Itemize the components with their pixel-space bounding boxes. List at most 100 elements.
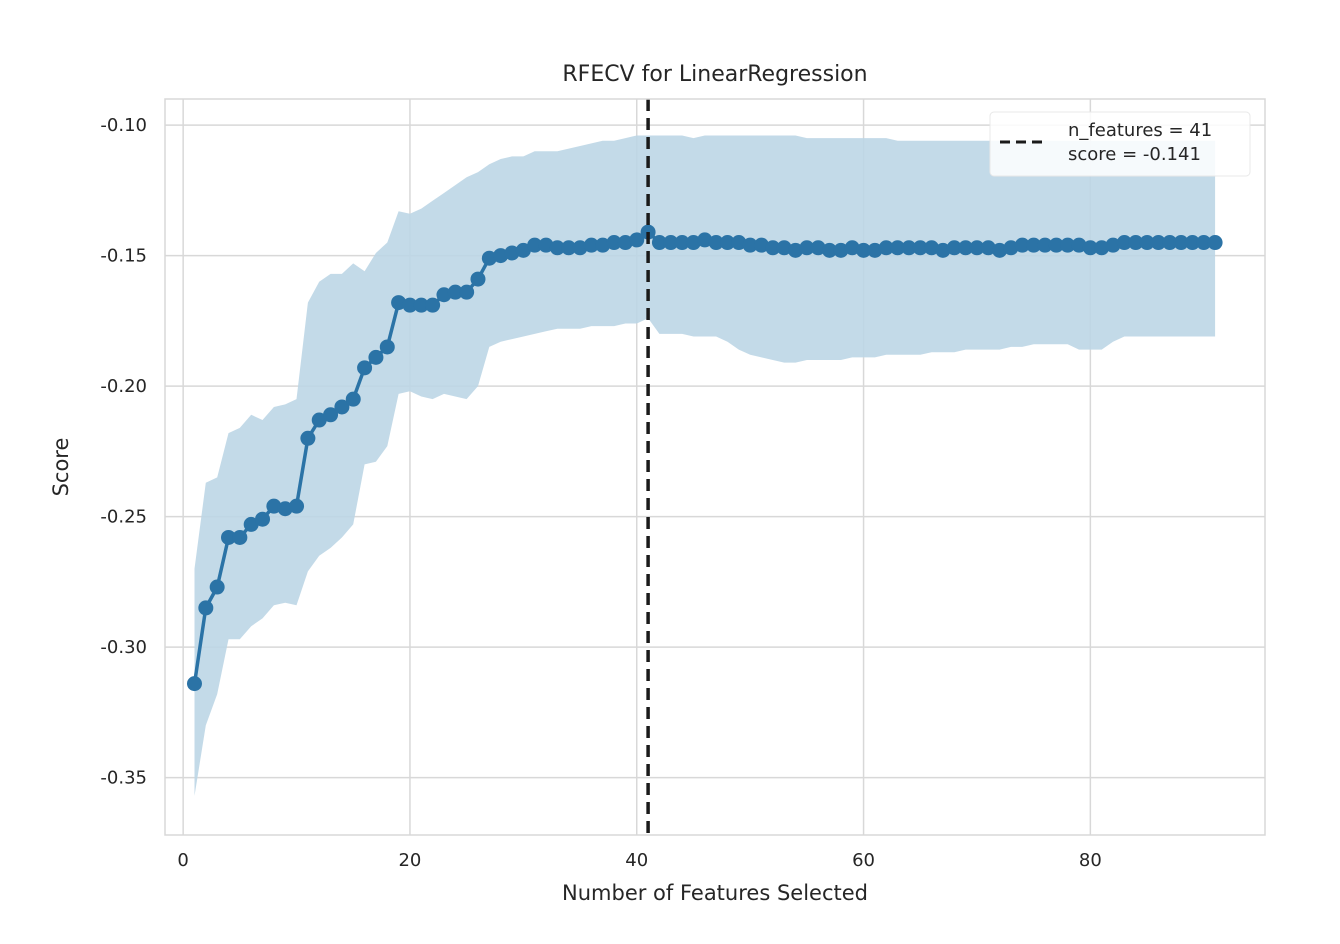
score-point [606, 235, 622, 251]
score-point [878, 240, 894, 256]
score-point [924, 240, 940, 256]
score-point [436, 287, 452, 303]
score-point [425, 297, 441, 313]
score-point [663, 235, 679, 251]
y-tick-label: -0.25 [100, 507, 147, 528]
score-point [1105, 237, 1121, 253]
score-point [538, 237, 554, 253]
y-tick-label: -0.15 [100, 246, 147, 267]
score-point [1128, 235, 1144, 251]
score-point [1082, 240, 1098, 256]
score-point [969, 240, 985, 256]
score-point [833, 242, 849, 258]
score-point [402, 297, 418, 313]
score-point [776, 240, 792, 256]
y-axis-label: Score [49, 438, 73, 497]
score-point [481, 250, 497, 266]
score-point [515, 242, 531, 258]
score-point [323, 407, 339, 423]
score-point [651, 235, 667, 251]
chart-title: RFECV for LinearRegression [562, 62, 867, 87]
score-point [232, 529, 248, 545]
score-point [629, 232, 645, 248]
score-point [357, 360, 373, 376]
score-point [368, 349, 384, 365]
score-point [867, 242, 883, 258]
score-point [1150, 235, 1166, 251]
score-point [697, 232, 713, 248]
score-point [1048, 237, 1064, 253]
score-point [595, 237, 611, 253]
score-point [300, 430, 316, 446]
score-series [186, 224, 1223, 692]
legend-line2: score = -0.141 [1068, 144, 1201, 165]
score-point [890, 240, 906, 256]
score-point [311, 412, 327, 428]
score-point [470, 271, 486, 287]
score-point [549, 240, 565, 256]
score-point [345, 391, 361, 407]
score-point [992, 242, 1008, 258]
score-point [719, 235, 735, 251]
score-point [583, 237, 599, 253]
y-tick-label: -0.35 [100, 768, 147, 789]
legend-box [989, 111, 1251, 177]
score-point [1037, 237, 1053, 253]
score-point [243, 516, 259, 532]
x-tick-label: 40 [625, 850, 648, 871]
score-point [1003, 240, 1019, 256]
score-point [186, 676, 202, 692]
score-point [277, 501, 293, 517]
score-point [912, 240, 928, 256]
score-point [221, 529, 237, 545]
cv-score-band [194, 135, 1216, 796]
x-tick-label: 60 [852, 850, 875, 871]
score-point [822, 242, 838, 258]
score-point [685, 235, 701, 251]
y-tick-label: -0.30 [100, 637, 147, 658]
score-point [209, 579, 225, 595]
score-point [946, 240, 962, 256]
score-point [674, 235, 690, 251]
score-point [1071, 237, 1087, 253]
score-point [459, 284, 475, 300]
score-point [1184, 235, 1200, 251]
score-point [379, 339, 395, 355]
score-point [1094, 240, 1110, 256]
score-point [1014, 237, 1030, 253]
score-point [527, 237, 543, 253]
score-point [1116, 235, 1132, 251]
score-point [1207, 235, 1223, 251]
score-point [731, 235, 747, 251]
score-point [844, 240, 860, 256]
score-point [708, 235, 724, 251]
score-point [753, 237, 769, 253]
score-point [856, 242, 872, 258]
score-point [788, 242, 804, 258]
score-point [810, 240, 826, 256]
score-point [1196, 235, 1212, 251]
score-point [980, 240, 996, 256]
score-point [391, 295, 407, 311]
score-point [198, 600, 214, 616]
score-point [266, 498, 282, 514]
score-point [1173, 235, 1189, 251]
score-point [572, 240, 588, 256]
x-tick-label: 80 [1079, 850, 1102, 871]
score-point [255, 511, 271, 527]
y-tick-label: -0.20 [100, 376, 147, 397]
score-point [901, 240, 917, 256]
score-point [935, 242, 951, 258]
score-point [1139, 235, 1155, 251]
x-axis-label: Number of Features Selected [562, 881, 868, 905]
x-tick-label: 20 [398, 850, 421, 871]
score-point [958, 240, 974, 256]
y-ticks: -0.10 -0.15 -0.20 -0.25 -0.30 -0.35 [100, 115, 147, 788]
score-point [799, 240, 815, 256]
score-point [1026, 237, 1042, 253]
plot-frame [164, 98, 1266, 836]
y-tick-label: -0.10 [100, 115, 147, 136]
legend: n_features = 41 score = -0.141 [989, 111, 1251, 177]
score-point [447, 284, 463, 300]
